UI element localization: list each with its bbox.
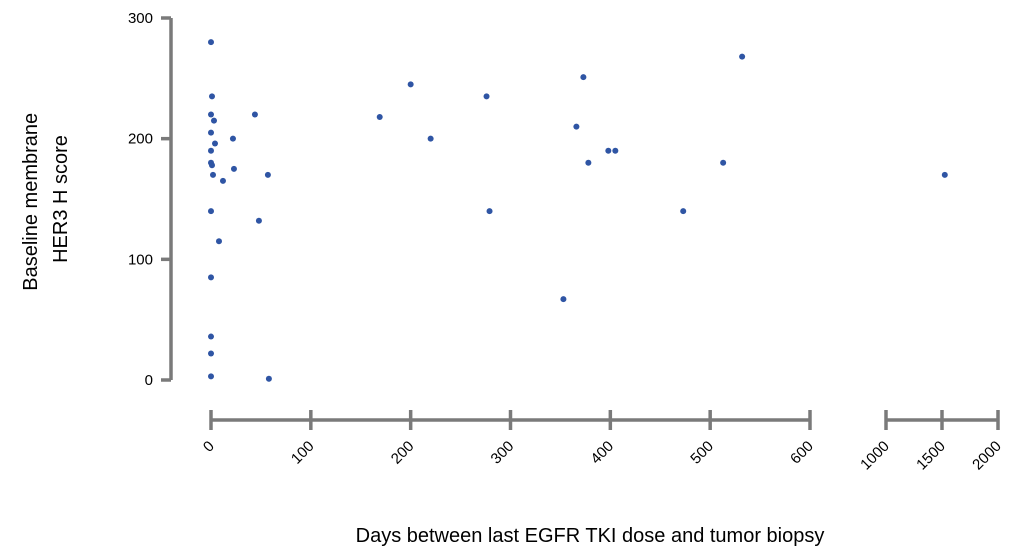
data-point [560,296,567,303]
data-point [580,74,587,81]
data-point [208,162,215,169]
data-point [208,274,214,281]
data-points [208,39,948,382]
data-point [208,333,214,340]
data-point [605,147,612,154]
data-point [208,208,214,215]
data-point [211,140,218,147]
y-axis-title-line-2: HER3 H score [50,135,72,263]
x-tick-label: 600 [787,438,817,468]
x-tick-label: 2000 [969,438,1005,474]
data-point [208,129,214,136]
data-point [941,171,948,178]
data-point [219,177,226,184]
y-tick-label: 0 [145,372,153,389]
x-axis-title: Days between last EGFR TKI dose and tumo… [356,525,825,547]
data-point [585,159,592,166]
data-point [255,217,262,224]
data-point [680,208,687,215]
data-point [208,111,214,118]
x-tick-label: 400 [587,438,617,468]
x-tick-label: 1500 [913,438,949,474]
data-point [265,375,272,382]
x-tick-label: 1000 [857,438,893,474]
y-axis-title-line-1: Baseline membrane [20,113,42,291]
data-point [210,117,217,124]
data-point [209,171,216,178]
data-point [376,113,383,120]
data-point [208,147,214,154]
data-point [208,93,215,100]
x-tick-label: 200 [388,438,418,468]
y-axis: 0 100 200 300 [128,10,173,389]
data-point [486,208,493,215]
data-point [208,39,214,46]
data-point [573,123,580,130]
x-tick-label: 0 [200,438,218,456]
data-point [215,238,222,245]
data-point [208,350,214,357]
data-point [427,135,434,142]
data-point [720,159,727,166]
data-point [208,373,214,380]
x-tick-label: 100 [288,438,318,468]
data-point [264,171,271,178]
y-axis-title: Baseline membrane HER3 H score [20,107,72,290]
y-tick-label: 300 [128,10,153,27]
x-tick-label: 500 [687,438,717,468]
y-tick-label: 100 [128,251,153,268]
data-point [612,147,619,154]
x-tick-label: 300 [488,438,518,468]
data-point [407,81,414,88]
data-point [483,93,490,100]
data-point [229,135,236,142]
x-axis: 0 100 200 300 400 500 600 1000 1500 2000 [200,410,1005,473]
data-point [739,53,746,60]
y-tick-label: 200 [128,131,153,148]
data-point [251,111,258,118]
data-point [230,165,237,172]
